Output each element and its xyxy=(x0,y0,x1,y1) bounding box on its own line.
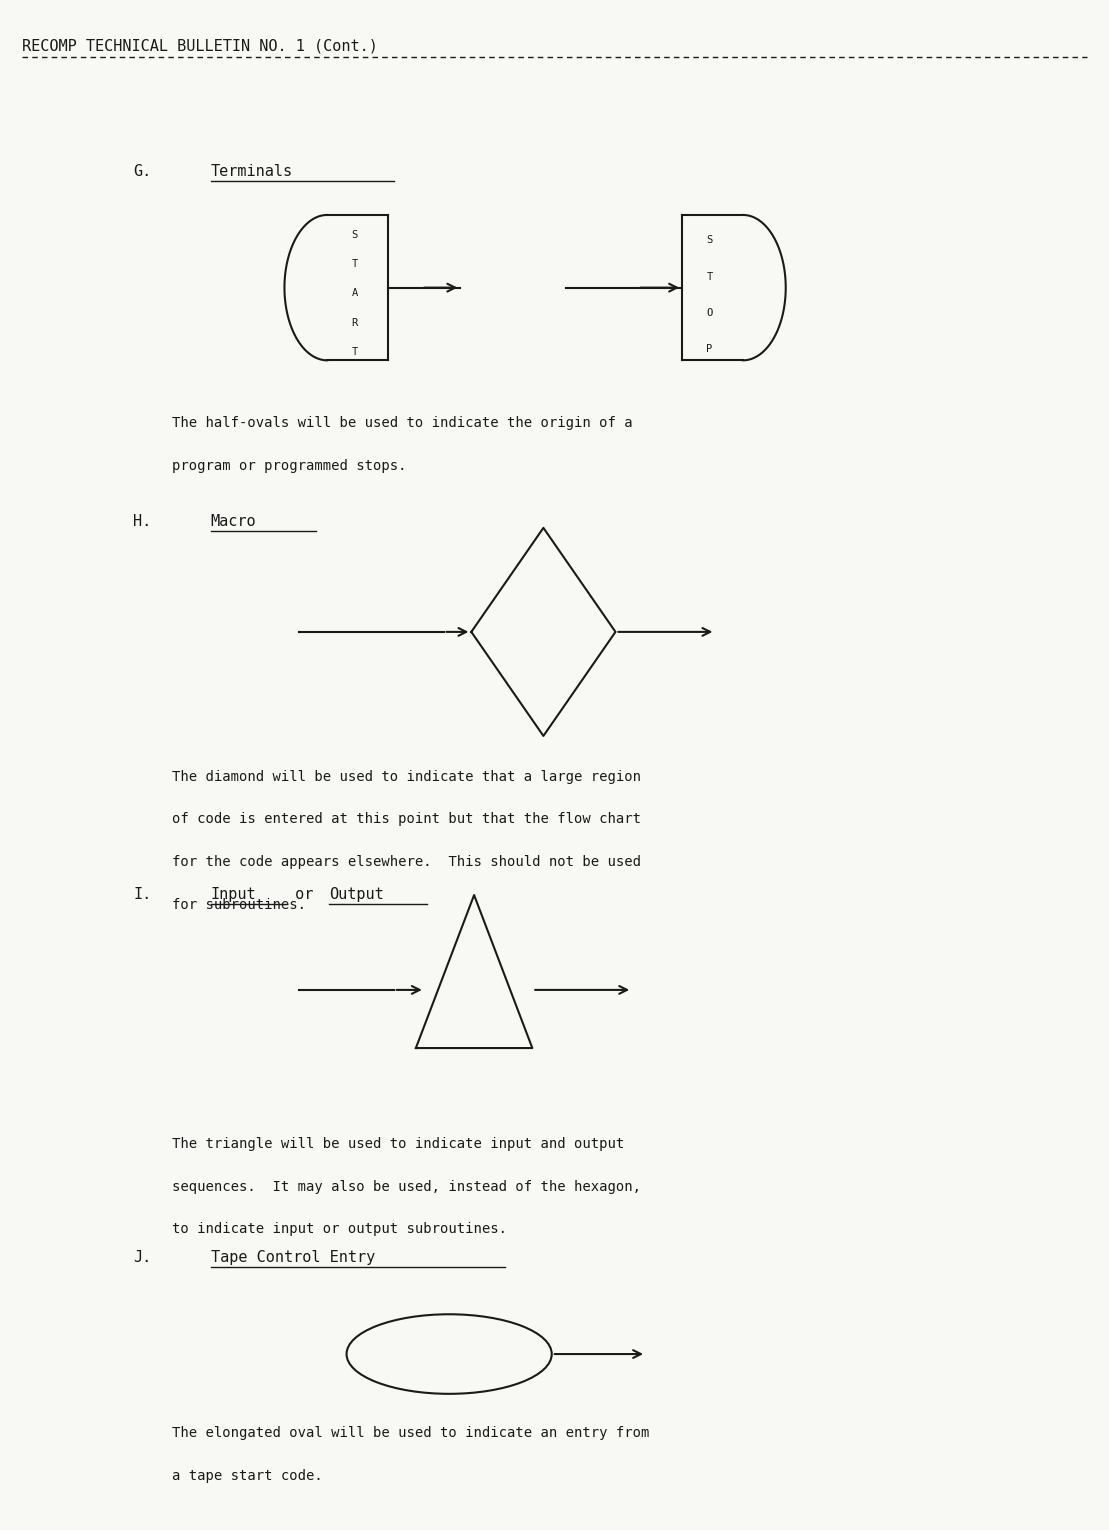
Text: A: A xyxy=(352,289,358,298)
Text: T: T xyxy=(706,272,713,282)
Text: The elongated oval will be used to indicate an entry from: The elongated oval will be used to indic… xyxy=(172,1426,649,1440)
Text: for the code appears elsewhere.  This should not be used: for the code appears elsewhere. This sho… xyxy=(172,855,641,869)
Text: to indicate input or output subroutines.: to indicate input or output subroutines. xyxy=(172,1222,507,1236)
Text: R: R xyxy=(352,318,358,327)
Text: RECOMP TECHNICAL BULLETIN NO. 1 (Cont.): RECOMP TECHNICAL BULLETIN NO. 1 (Cont.) xyxy=(22,38,378,54)
Text: or: or xyxy=(286,887,323,903)
Text: The half-ovals will be used to indicate the origin of a: The half-ovals will be used to indicate … xyxy=(172,416,632,430)
Text: S: S xyxy=(706,236,713,245)
Text: Tape Control Entry: Tape Control Entry xyxy=(211,1250,375,1265)
Text: of code is entered at this point but that the flow chart: of code is entered at this point but tha… xyxy=(172,812,641,826)
Text: for subroutines.: for subroutines. xyxy=(172,898,306,912)
Text: P: P xyxy=(706,344,713,355)
Text: J.: J. xyxy=(133,1250,151,1265)
Text: Output: Output xyxy=(329,887,384,903)
Text: a tape start code.: a tape start code. xyxy=(172,1469,323,1483)
Text: I.: I. xyxy=(133,887,151,903)
Text: Terminals: Terminals xyxy=(211,164,293,179)
Text: G.: G. xyxy=(133,164,151,179)
Text: T: T xyxy=(352,260,358,269)
Text: Macro: Macro xyxy=(211,514,256,529)
Text: S: S xyxy=(352,231,358,240)
Text: sequences.  It may also be used, instead of the hexagon,: sequences. It may also be used, instead … xyxy=(172,1180,641,1193)
Text: O: O xyxy=(706,308,713,318)
Text: The diamond will be used to indicate that a large region: The diamond will be used to indicate tha… xyxy=(172,770,641,783)
Text: program or programmed stops.: program or programmed stops. xyxy=(172,459,406,473)
Text: Input: Input xyxy=(211,887,256,903)
Text: H.: H. xyxy=(133,514,151,529)
Text: T: T xyxy=(352,347,358,356)
Text: The triangle will be used to indicate input and output: The triangle will be used to indicate in… xyxy=(172,1137,624,1151)
